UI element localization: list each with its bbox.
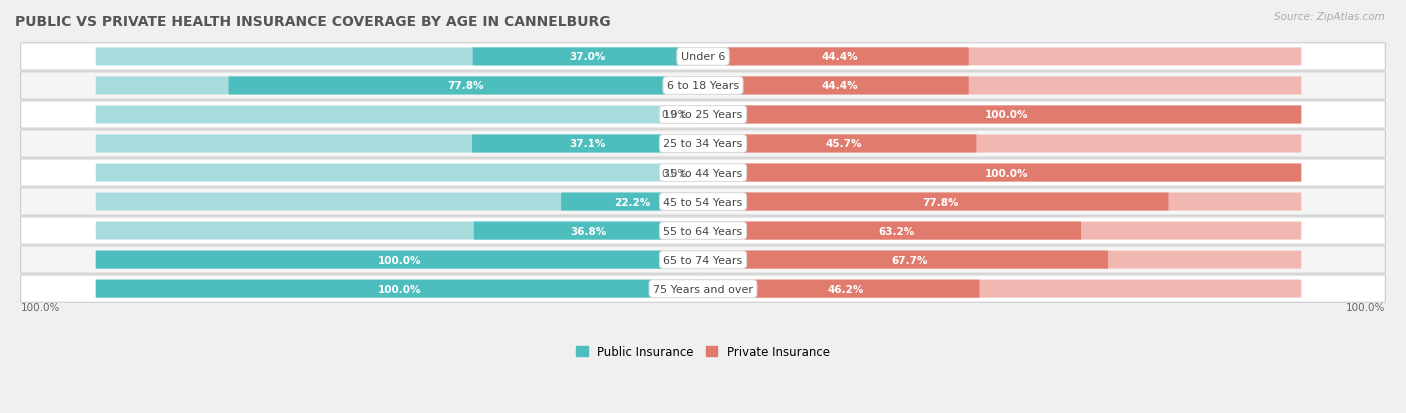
FancyBboxPatch shape [695,222,1081,240]
FancyBboxPatch shape [96,280,703,298]
FancyBboxPatch shape [695,164,1302,182]
Legend: Public Insurance, Private Insurance: Public Insurance, Private Insurance [571,341,835,363]
FancyBboxPatch shape [21,102,1385,129]
Text: 100.0%: 100.0% [21,302,60,312]
Text: 19 to 25 Years: 19 to 25 Years [664,110,742,120]
Text: 36.8%: 36.8% [571,226,606,236]
FancyBboxPatch shape [695,48,1302,66]
Text: 45.7%: 45.7% [825,139,862,149]
FancyBboxPatch shape [96,251,703,269]
FancyBboxPatch shape [474,222,703,240]
FancyBboxPatch shape [96,106,703,124]
FancyBboxPatch shape [695,193,1302,211]
Text: PUBLIC VS PRIVATE HEALTH INSURANCE COVERAGE BY AGE IN CANNELBURG: PUBLIC VS PRIVATE HEALTH INSURANCE COVER… [15,15,610,29]
FancyBboxPatch shape [695,251,1108,269]
Text: 65 to 74 Years: 65 to 74 Years [664,255,742,265]
FancyBboxPatch shape [695,77,969,95]
FancyBboxPatch shape [21,188,1385,216]
Text: 6 to 18 Years: 6 to 18 Years [666,81,740,91]
FancyBboxPatch shape [561,193,703,211]
FancyBboxPatch shape [21,246,1385,273]
FancyBboxPatch shape [695,164,1302,182]
Text: 55 to 64 Years: 55 to 64 Years [664,226,742,236]
Text: 63.2%: 63.2% [879,226,915,236]
Text: 100.0%: 100.0% [378,284,422,294]
Text: Source: ZipAtlas.com: Source: ZipAtlas.com [1274,12,1385,22]
FancyBboxPatch shape [695,280,980,298]
FancyBboxPatch shape [21,131,1385,158]
Text: 25 to 34 Years: 25 to 34 Years [664,139,742,149]
Text: 100.0%: 100.0% [378,255,422,265]
Text: 44.4%: 44.4% [823,52,859,62]
FancyBboxPatch shape [695,77,1302,95]
Text: 0.0%: 0.0% [662,110,688,120]
FancyBboxPatch shape [96,193,703,211]
Text: 77.8%: 77.8% [922,197,959,207]
Text: 37.0%: 37.0% [569,52,606,62]
Text: 0.0%: 0.0% [662,168,688,178]
FancyBboxPatch shape [96,48,703,66]
FancyBboxPatch shape [96,135,703,153]
FancyBboxPatch shape [695,251,1302,269]
FancyBboxPatch shape [21,44,1385,71]
Text: 75 Years and over: 75 Years and over [652,284,754,294]
Text: 37.1%: 37.1% [569,139,606,149]
FancyBboxPatch shape [695,106,1302,124]
FancyBboxPatch shape [96,77,703,95]
Text: 100.0%: 100.0% [984,168,1028,178]
FancyBboxPatch shape [472,135,703,153]
Text: Under 6: Under 6 [681,52,725,62]
FancyBboxPatch shape [96,280,703,298]
FancyBboxPatch shape [695,135,976,153]
FancyBboxPatch shape [229,77,703,95]
Text: 22.2%: 22.2% [614,197,650,207]
Text: 45 to 54 Years: 45 to 54 Years [664,197,742,207]
FancyBboxPatch shape [695,48,969,66]
FancyBboxPatch shape [695,222,1302,240]
FancyBboxPatch shape [695,106,1302,124]
FancyBboxPatch shape [21,217,1385,244]
Text: 100.0%: 100.0% [984,110,1028,120]
FancyBboxPatch shape [695,193,1168,211]
Text: 67.7%: 67.7% [891,255,928,265]
FancyBboxPatch shape [96,164,703,182]
FancyBboxPatch shape [96,251,703,269]
FancyBboxPatch shape [695,280,1302,298]
FancyBboxPatch shape [472,48,703,66]
Text: 44.4%: 44.4% [823,81,859,91]
FancyBboxPatch shape [21,159,1385,187]
Text: 77.8%: 77.8% [447,81,484,91]
FancyBboxPatch shape [21,275,1385,303]
FancyBboxPatch shape [21,73,1385,100]
Text: 46.2%: 46.2% [828,284,863,294]
Text: 35 to 44 Years: 35 to 44 Years [664,168,742,178]
FancyBboxPatch shape [96,222,703,240]
FancyBboxPatch shape [695,135,1302,153]
Text: 100.0%: 100.0% [1346,302,1385,312]
